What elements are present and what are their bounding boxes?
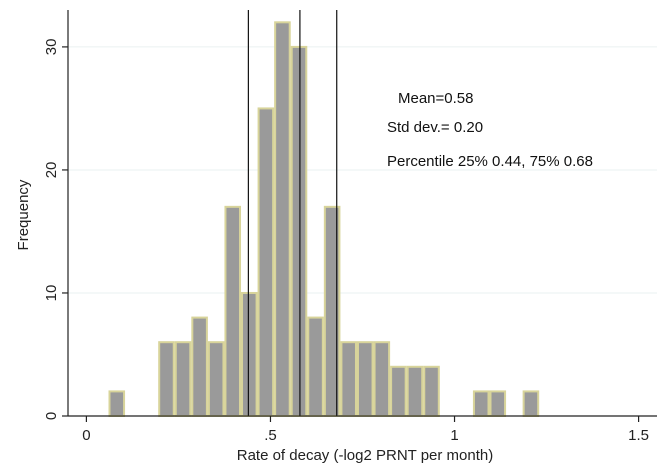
histogram-bar-18 [406,365,424,417]
histogram-bar-14 [340,341,357,418]
histogram-bar-10 [274,21,291,417]
y-axis-title: Frequency [15,179,32,250]
x-axis-title: Rate of decay (-log2 PRNT per month) [237,447,494,464]
histogram-bar-9 [257,107,275,417]
histogram-bar-23 [489,390,507,418]
histogram-bar-6 [207,341,225,418]
bars-layer [108,21,540,418]
histogram-bar-25 [522,390,540,418]
histogram-bar-16 [373,341,391,418]
reference-lines-layer [247,10,338,416]
x-tick-label-1: .5 [264,427,277,444]
x-tick-label-2: 1 [450,427,458,444]
histogram-bar-7 [224,205,242,417]
histogram-bar-22 [472,390,490,418]
axes-layer: 0 10 20 30 0 .5 1 1.5 [43,10,657,444]
y-tick-label-1: 10 [43,285,60,302]
histogram-bar-8 [241,291,258,417]
histogram-bar-3 [158,341,175,418]
histogram-bar-15 [356,341,374,418]
histogram-bar-4 [174,341,192,418]
grid-layer [68,46,657,294]
x-tick-label-3: 1.5 [628,427,649,444]
histogram-bar-17 [390,365,407,417]
annotation-mean: Mean=0.58 [398,90,473,107]
histogram-bar-19 [423,365,440,417]
histogram-bar-12 [307,316,324,417]
annotation-std: Std dev.= 0.20 [387,119,483,136]
y-tick-label-2: 20 [43,162,60,179]
annotation-percentile: Percentile 25% 0.44, 75% 0.68 [387,153,593,170]
histogram-bar-5 [191,316,208,417]
y-tick-label-0: 0 [43,412,60,420]
histogram-bar-0 [108,390,126,418]
y-tick-label-3: 30 [43,39,60,56]
histogram-bar-11 [290,45,308,418]
x-tick-label-0: 0 [82,427,90,444]
